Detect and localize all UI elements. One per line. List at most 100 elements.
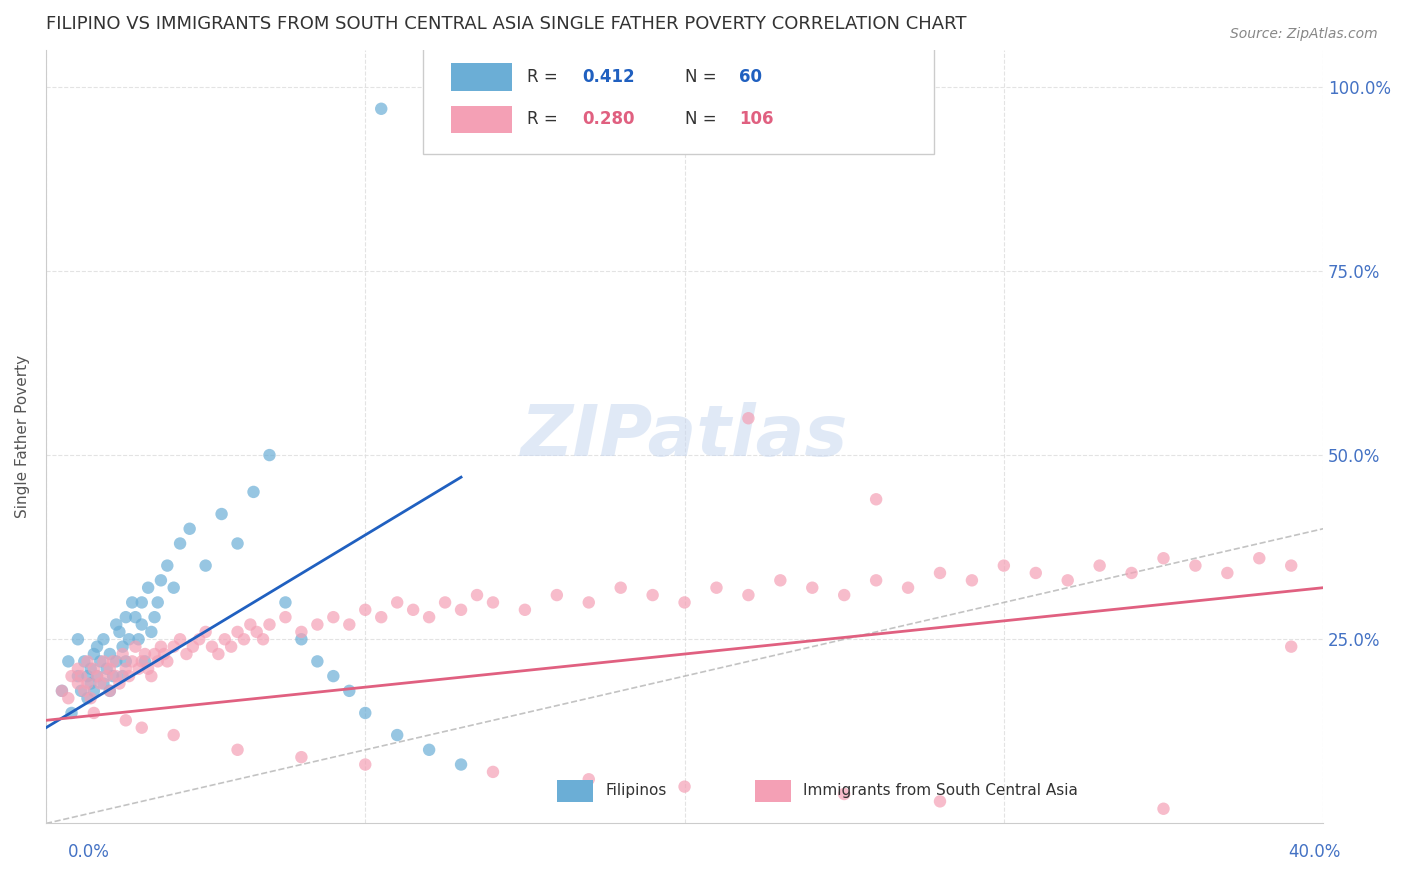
Point — [60, 669, 83, 683]
Point — [136, 662, 159, 676]
Point — [181, 640, 204, 654]
Point — [1153, 551, 1175, 566]
Point — [101, 669, 124, 683]
Point — [128, 632, 150, 647]
Point — [207, 647, 229, 661]
Point — [149, 574, 172, 588]
Point — [131, 721, 153, 735]
Point — [609, 581, 631, 595]
Y-axis label: Single Father Poverty: Single Father Poverty — [15, 355, 30, 518]
Point — [93, 654, 115, 668]
Text: N =: N = — [685, 68, 721, 86]
Point — [118, 669, 141, 683]
Point — [801, 581, 824, 595]
Point — [86, 669, 108, 683]
Point — [83, 706, 105, 720]
Point — [141, 669, 163, 683]
Point — [259, 617, 281, 632]
Point — [143, 647, 166, 661]
Point — [578, 595, 600, 609]
Point — [163, 581, 186, 595]
Point — [156, 558, 179, 573]
Point — [93, 632, 115, 647]
Point — [70, 684, 93, 698]
Point — [98, 684, 121, 698]
Point — [418, 610, 440, 624]
Point — [214, 632, 236, 647]
Point — [96, 669, 118, 683]
Point — [418, 743, 440, 757]
Point — [114, 610, 136, 624]
Point — [641, 588, 664, 602]
Point — [897, 581, 920, 595]
Point — [66, 662, 89, 676]
Text: 106: 106 — [740, 111, 773, 128]
Point — [737, 411, 759, 425]
Point — [124, 610, 146, 624]
Point — [93, 676, 115, 690]
Point — [108, 624, 131, 639]
Point — [169, 632, 191, 647]
Point — [385, 728, 408, 742]
Text: 0.412: 0.412 — [582, 68, 636, 86]
Point — [134, 654, 156, 668]
Point — [239, 617, 262, 632]
Point — [211, 507, 233, 521]
Point — [482, 595, 505, 609]
Point — [194, 558, 217, 573]
Point — [153, 647, 176, 661]
Point — [163, 728, 186, 742]
Point — [1249, 551, 1271, 566]
Point — [98, 684, 121, 698]
Text: Source: ZipAtlas.com: Source: ZipAtlas.com — [1230, 27, 1378, 41]
Text: FILIPINO VS IMMIGRANTS FROM SOUTH CENTRAL ASIA SINGLE FATHER POVERTY CORRELATION: FILIPINO VS IMMIGRANTS FROM SOUTH CENTRA… — [46, 15, 966, 33]
Text: ZIPatlas: ZIPatlas — [520, 402, 848, 471]
FancyBboxPatch shape — [423, 42, 934, 154]
Point — [226, 743, 249, 757]
Point — [58, 691, 80, 706]
Point — [307, 617, 329, 632]
Text: Immigrants from South Central Asia: Immigrants from South Central Asia — [803, 783, 1078, 798]
Point — [513, 603, 536, 617]
Point — [121, 595, 143, 609]
Point — [66, 669, 89, 683]
Point — [156, 654, 179, 668]
Point — [322, 610, 344, 624]
Point — [121, 654, 143, 668]
Text: N =: N = — [685, 111, 721, 128]
Point — [865, 492, 887, 507]
Point — [146, 595, 169, 609]
Point — [76, 691, 98, 706]
Point — [673, 780, 696, 794]
Point — [226, 536, 249, 550]
Point — [114, 714, 136, 728]
Point — [274, 595, 297, 609]
Point — [706, 581, 728, 595]
Point — [118, 632, 141, 647]
Point — [1056, 574, 1078, 588]
Text: R =: R = — [527, 68, 564, 86]
Point — [252, 632, 274, 647]
Point — [60, 706, 83, 720]
Point — [83, 662, 105, 676]
Point — [124, 640, 146, 654]
Point — [141, 624, 163, 639]
Point — [1088, 558, 1111, 573]
Point — [354, 757, 377, 772]
Point — [98, 647, 121, 661]
Point — [290, 624, 312, 639]
FancyBboxPatch shape — [557, 780, 592, 802]
Point — [73, 654, 96, 668]
Point — [70, 669, 93, 683]
Point — [242, 484, 264, 499]
Point — [482, 764, 505, 779]
Point — [993, 558, 1015, 573]
Point — [79, 676, 101, 690]
Text: 0.0%: 0.0% — [67, 843, 110, 861]
Point — [86, 669, 108, 683]
Text: R =: R = — [527, 111, 564, 128]
Point — [274, 610, 297, 624]
Point — [337, 684, 360, 698]
Text: 0.280: 0.280 — [582, 111, 636, 128]
Point — [176, 647, 198, 661]
